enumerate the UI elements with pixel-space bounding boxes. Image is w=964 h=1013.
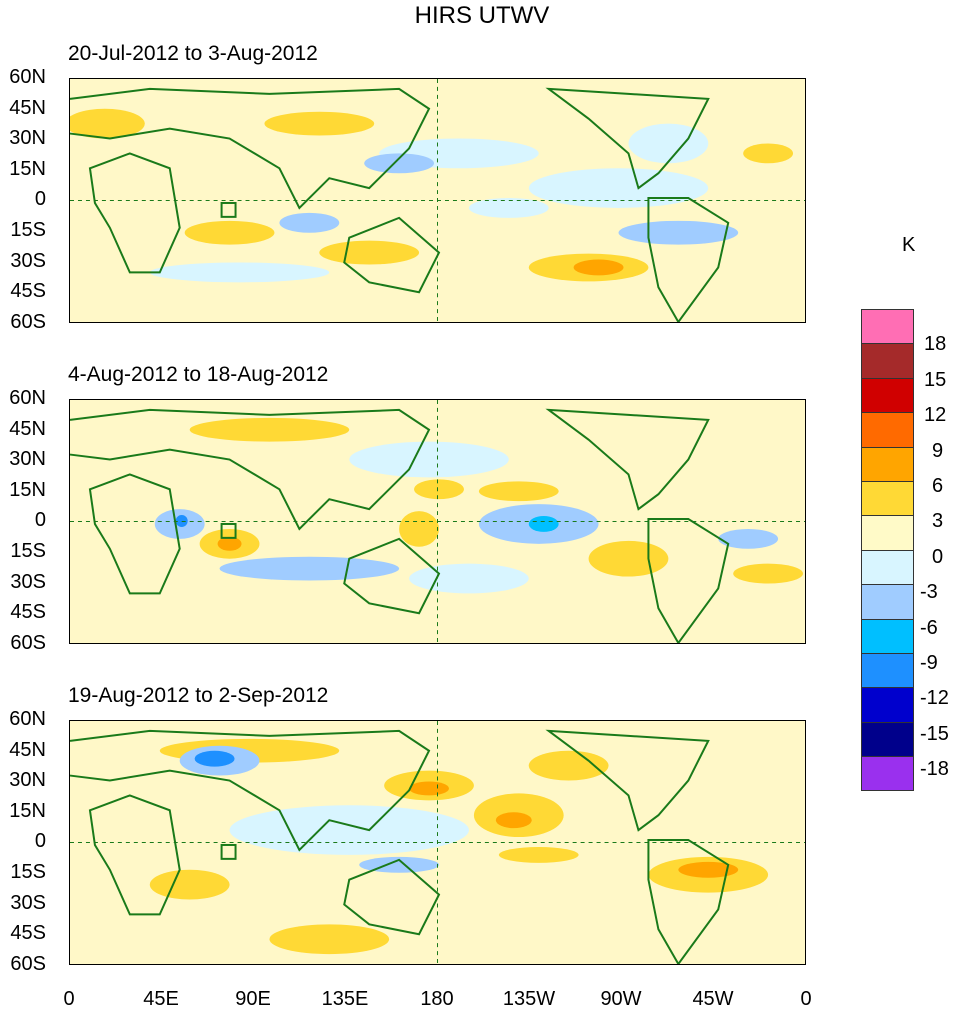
region-box xyxy=(220,522,237,539)
colorbar-label: 9 xyxy=(932,439,944,462)
colorbar-swatch xyxy=(861,652,914,689)
colorbar-label: -12 xyxy=(920,687,949,710)
lat-tick-label: 15S xyxy=(10,540,46,562)
lat-tick-label: 30S xyxy=(10,891,46,914)
lat-tick-label: 30N xyxy=(9,448,46,471)
colorbar-label: 12 xyxy=(924,404,947,427)
region-box xyxy=(220,201,237,218)
colorbar-swatch xyxy=(861,412,914,448)
panel-3-map xyxy=(69,720,806,965)
lat-tick-label: 60S xyxy=(10,952,46,975)
lat-tick-label: 60N xyxy=(9,66,46,88)
colorbar-unit: K xyxy=(902,234,916,256)
lat-tick-label: 45S xyxy=(10,922,46,945)
colorbar-label: 3 xyxy=(932,510,944,533)
colorbar-swatch xyxy=(861,343,914,379)
colorbar-swatch xyxy=(861,515,914,551)
lat-tick-label: 0 xyxy=(34,188,46,211)
colorbar-swatch xyxy=(861,687,914,723)
colorbar xyxy=(861,309,914,792)
panel-3-map-svg xyxy=(70,721,805,964)
colorbar-label: -3 xyxy=(920,581,938,604)
lat-tick-label: 15N xyxy=(9,799,46,822)
lat-tick-label: 45S xyxy=(10,601,46,624)
colorbar-swatch xyxy=(861,721,914,758)
coastlines xyxy=(70,729,730,964)
lon-tick-label: 0 xyxy=(63,988,75,1010)
colorbar-label: 18 xyxy=(924,333,947,356)
panel-1-map xyxy=(69,78,806,323)
lon-tick-label: 45W xyxy=(692,988,734,1010)
lat-tick-label: 60S xyxy=(10,310,46,333)
lat-tick-label: 15S xyxy=(10,861,46,883)
anomaly-field xyxy=(70,108,794,283)
coastlines xyxy=(70,408,730,643)
lat-tick-label: 0 xyxy=(34,509,46,532)
colorbar-label: -18 xyxy=(920,758,949,781)
coastlines xyxy=(70,87,730,322)
colorbar-label: 0 xyxy=(932,545,944,568)
lat-tick-label: 0 xyxy=(34,830,46,853)
colorbar-swatch xyxy=(861,446,914,482)
colorbar-label: 15 xyxy=(924,368,947,391)
lon-tick-label: 0 xyxy=(800,988,812,1010)
lat-tick-label: 45N xyxy=(9,96,46,119)
panel-2-map xyxy=(69,399,806,644)
lon-tick-label: 135E xyxy=(321,988,369,1010)
colorbar-swatch xyxy=(861,618,914,654)
colorbar-swatch xyxy=(861,309,914,345)
lon-tick-label: 45E xyxy=(143,988,179,1010)
lon-tick-label: 135W xyxy=(502,988,556,1010)
lat-tick-label: 60N xyxy=(9,387,46,409)
lat-tick-label: 45N xyxy=(9,738,46,761)
colorbar-label: -6 xyxy=(920,616,938,639)
lat-tick-label: 45N xyxy=(9,417,46,440)
panel-1-title: 20-Jul-2012 to 3-Aug-2012 xyxy=(68,42,318,65)
colorbar-label: 6 xyxy=(932,475,944,497)
colorbar-swatch xyxy=(861,480,914,517)
panel-2-map-svg xyxy=(70,400,805,643)
panel-1-map-svg xyxy=(70,79,805,322)
colorbar-swatch xyxy=(861,584,914,620)
lat-tick-label: 30N xyxy=(9,127,46,150)
colorbar-label: -15 xyxy=(920,722,949,745)
chart-title: HIRS UTWV xyxy=(414,2,550,29)
lat-tick-label: 60N xyxy=(9,708,46,730)
lon-tick-label: 90W xyxy=(600,988,642,1010)
colorbar-swatch xyxy=(861,377,914,414)
lat-tick-label: 15S xyxy=(10,219,46,241)
region-box xyxy=(220,843,237,860)
lon-tick-label: 90E xyxy=(235,988,271,1010)
lat-tick-label: 30N xyxy=(9,769,46,792)
lat-tick-label: 30S xyxy=(10,570,46,593)
lat-tick-label: 15N xyxy=(9,478,46,501)
lat-tick-label: 60S xyxy=(10,631,46,654)
colorbar-swatch xyxy=(861,549,914,586)
panel-3-title: 19-Aug-2012 to 2-Sep-2012 xyxy=(68,684,329,707)
colorbar-label: -9 xyxy=(920,652,938,674)
panel-2-title: 4-Aug-2012 to 18-Aug-2012 xyxy=(68,363,329,386)
lat-tick-label: 15N xyxy=(9,157,46,180)
lat-tick-label: 45S xyxy=(10,280,46,303)
lon-tick-label: 180 xyxy=(420,988,454,1010)
anomaly-field xyxy=(154,417,804,594)
lat-tick-label: 30S xyxy=(10,249,46,272)
anomaly-field xyxy=(149,738,769,955)
colorbar-swatch xyxy=(861,756,914,792)
